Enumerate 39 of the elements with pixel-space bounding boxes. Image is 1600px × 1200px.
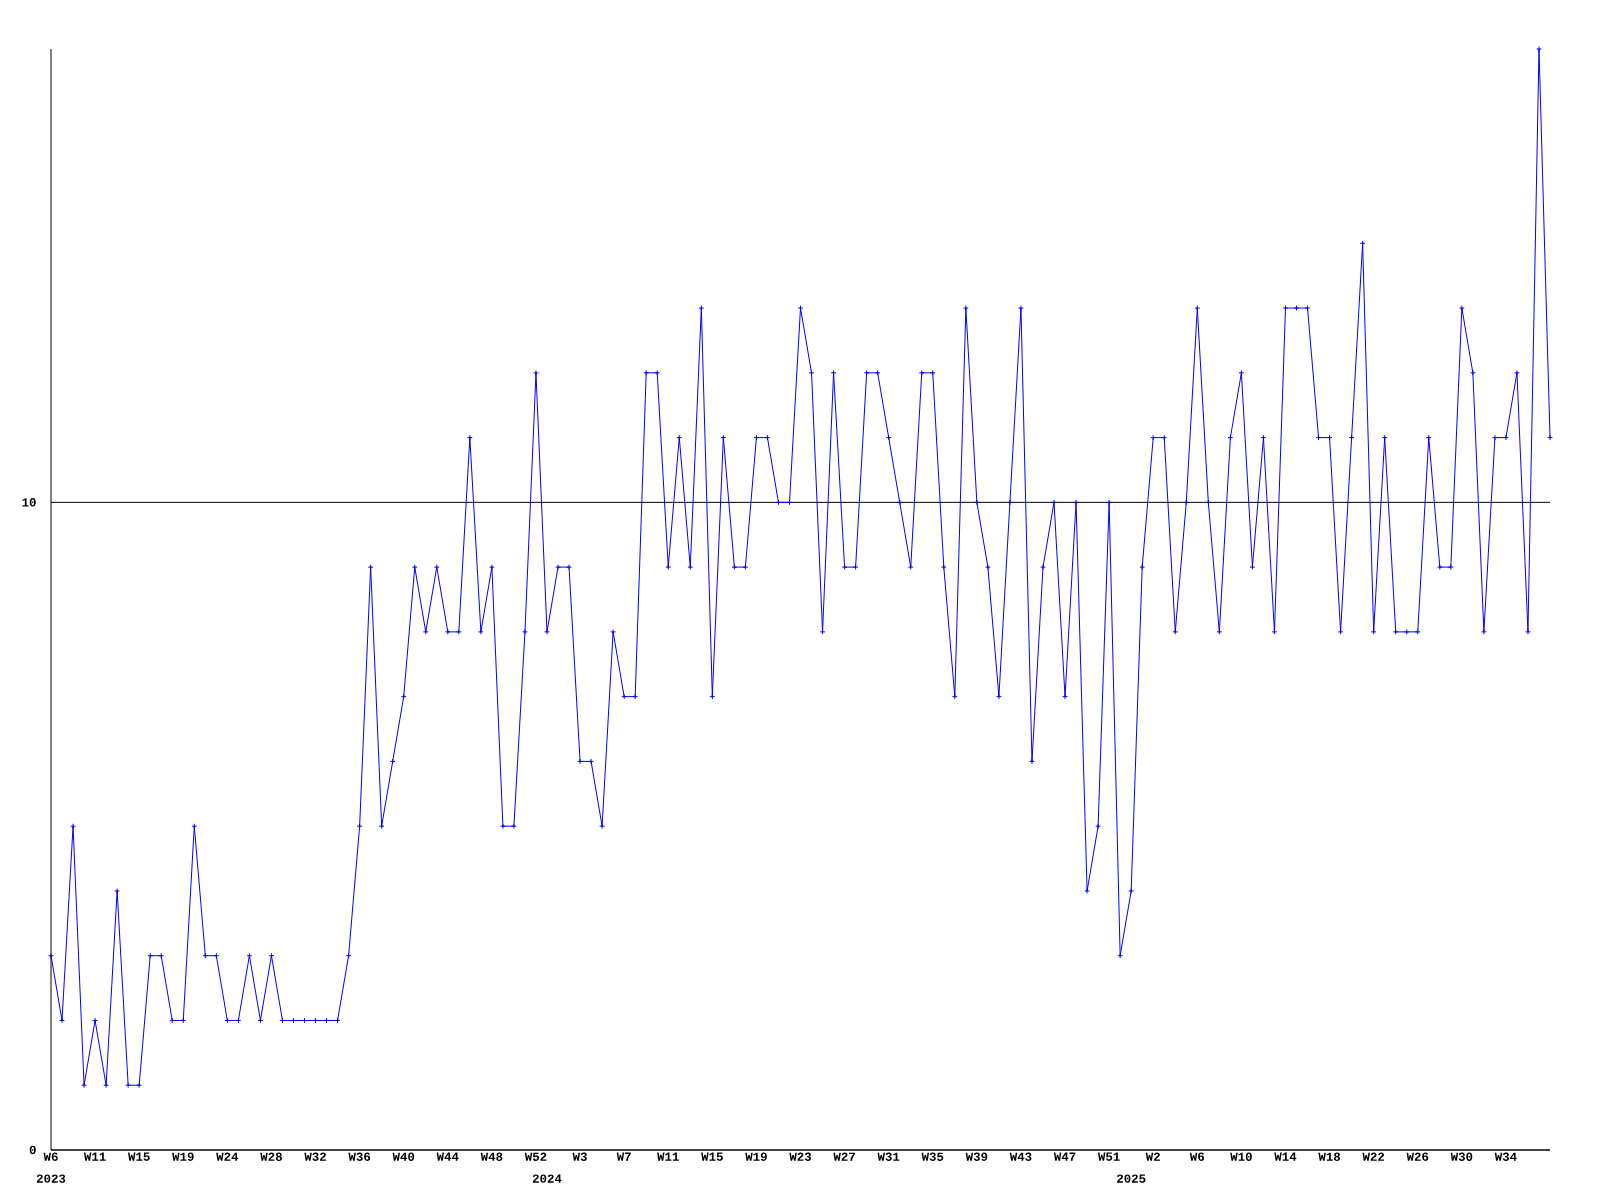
x-tick-label: W19: [745, 1152, 767, 1161]
x-tick-label: W27: [833, 1152, 855, 1161]
x-tick-label: W26: [1406, 1152, 1429, 1161]
x-tick-label: W14: [1274, 1152, 1297, 1161]
x-tick-label: 2025: [1117, 1174, 1146, 1183]
x-tick-label: W51: [1097, 1152, 1120, 1161]
x-tick-label: 2024: [532, 1174, 562, 1183]
x-tick-label: W7: [616, 1152, 631, 1161]
x-tick-label: W24: [216, 1152, 239, 1161]
y-tick-label: 0: [29, 1145, 36, 1155]
x-tick-label: W23: [789, 1152, 812, 1161]
x-tick-label: W44: [436, 1152, 459, 1161]
x-tick-label: W32: [304, 1152, 326, 1161]
x-tick-label: W40: [392, 1152, 415, 1161]
x-tick-label: W15: [128, 1152, 150, 1161]
x-tick-label: W35: [921, 1152, 944, 1161]
x-tick-label: W11: [657, 1152, 679, 1161]
x-tick-label: W34: [1494, 1152, 1517, 1161]
x-tick-label: W36: [348, 1152, 371, 1161]
x-tick-label: W52: [524, 1152, 547, 1161]
x-tick-label: W3: [572, 1152, 587, 1161]
x-tick-label: W19: [172, 1152, 194, 1161]
x-tick-label: W48: [480, 1152, 503, 1161]
x-tick-label: W11: [83, 1152, 106, 1161]
x-tick-label: W2: [1145, 1152, 1160, 1161]
x-tick-label: W43: [1009, 1152, 1032, 1161]
x-tick-label: W18: [1318, 1152, 1341, 1161]
x-tick-label: W15: [701, 1152, 723, 1161]
x-tick-label: W31: [877, 1152, 900, 1161]
x-tick-label: W39: [965, 1152, 988, 1161]
text: 2023: [36, 1174, 66, 1183]
x-tick-label: W10: [1230, 1152, 1252, 1161]
x-tick-label: W47: [1053, 1152, 1076, 1161]
y-tick-label: 10: [22, 498, 36, 507]
x-tick-label: W28: [260, 1152, 282, 1161]
x-tick-label: W6: [1189, 1152, 1205, 1161]
x-tick-label: W6: [43, 1152, 58, 1161]
x-tick-label: W30: [1450, 1152, 1473, 1161]
x-tick-label: W22: [1362, 1152, 1385, 1161]
